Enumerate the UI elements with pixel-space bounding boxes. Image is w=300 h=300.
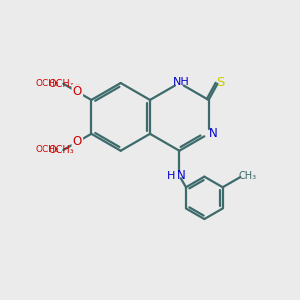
Text: OCH₃: OCH₃ xyxy=(35,79,59,88)
Text: H: H xyxy=(167,171,175,181)
Text: O: O xyxy=(73,85,82,98)
Text: N: N xyxy=(176,169,185,182)
Text: OCH₃: OCH₃ xyxy=(49,79,75,89)
Text: CH₃: CH₃ xyxy=(238,171,257,181)
Text: S: S xyxy=(216,76,224,89)
Text: O: O xyxy=(73,138,82,151)
Text: NH: NH xyxy=(172,76,189,86)
Text: O: O xyxy=(73,135,82,148)
Text: N: N xyxy=(209,127,218,140)
Text: OCH₃: OCH₃ xyxy=(49,145,75,155)
Text: O: O xyxy=(73,83,82,96)
Text: OCH₃: OCH₃ xyxy=(35,146,59,154)
